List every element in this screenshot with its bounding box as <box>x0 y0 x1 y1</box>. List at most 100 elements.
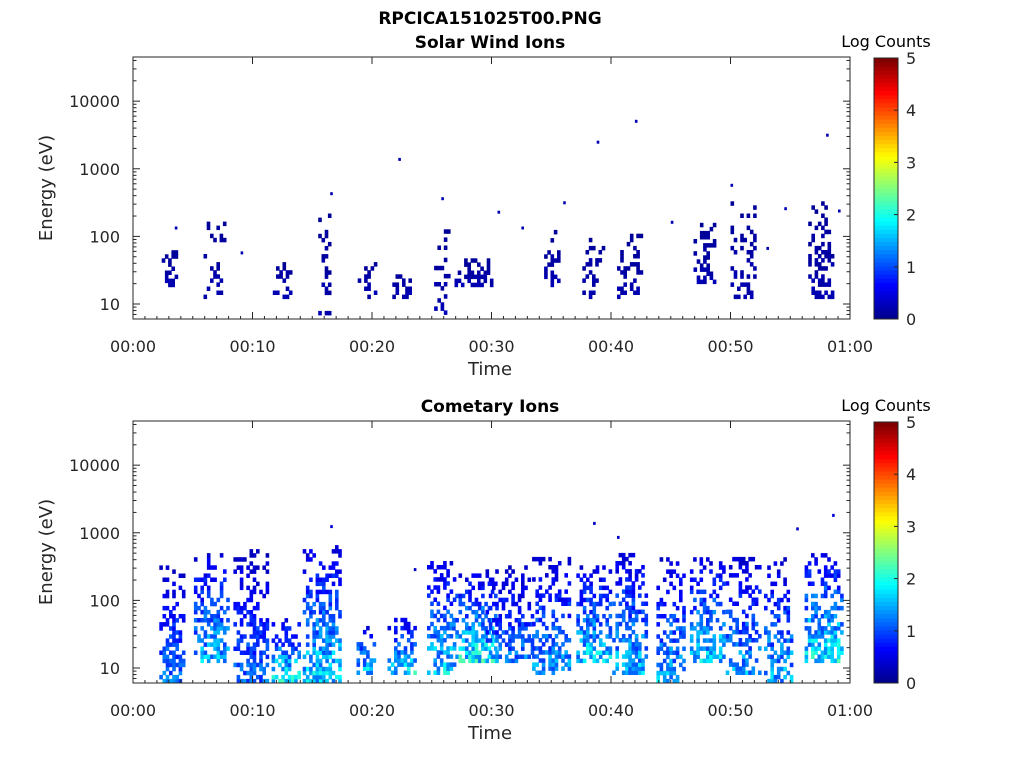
heatmap-cell <box>830 642 834 647</box>
heatmap-cell <box>689 585 694 591</box>
heatmap-cell <box>833 626 838 631</box>
heatmap-cell <box>471 573 475 578</box>
heatmap-cell <box>592 658 597 664</box>
heatmap-cell <box>305 650 310 655</box>
heatmap-cell <box>369 634 373 639</box>
heatmap-cell <box>618 577 623 582</box>
heatmap-cell <box>631 621 636 627</box>
heatmap-cell <box>236 646 241 651</box>
heatmap-cell <box>638 585 642 590</box>
heatmap-cell <box>265 622 270 627</box>
colorbar-swatch <box>874 426 898 431</box>
heatmap-cell <box>434 282 438 287</box>
heatmap-cell <box>294 674 298 680</box>
heatmap-cell <box>252 630 257 635</box>
heatmap-cell <box>430 609 434 615</box>
colorbar-swatch <box>874 233 898 238</box>
heatmap-cell <box>712 597 717 603</box>
heatmap-cell <box>249 654 254 660</box>
heatmap-cell <box>586 646 590 651</box>
heatmap-cell <box>618 613 623 619</box>
heatmap-cell <box>807 561 812 566</box>
heatmap-cell <box>325 666 329 672</box>
colorbar-swatch <box>874 642 898 647</box>
heatmap-cell <box>621 552 626 558</box>
heatmap-cell <box>786 646 791 651</box>
heatmap-cell <box>715 601 720 607</box>
heatmap-cell <box>175 601 179 607</box>
heatmap-cell <box>487 654 492 659</box>
colorbar-tick-label: 1 <box>906 622 916 641</box>
heatmap-cell <box>394 650 398 655</box>
heatmap-cell <box>256 581 260 587</box>
heatmap-cell <box>465 654 469 659</box>
heatmap-cell <box>287 666 292 672</box>
panel-cometary-ions: Cometary Ions 00:00 00:10 00:20 00:30 00:40 0… <box>36 396 931 744</box>
heatmap-cell <box>817 254 822 259</box>
heatmap-cell <box>302 670 307 676</box>
heatmap-cell <box>598 593 603 599</box>
heatmap-cell <box>532 577 536 582</box>
heatmap-cell <box>312 553 316 558</box>
heatmap-cell <box>492 618 496 623</box>
heatmap-cell <box>659 662 664 668</box>
heatmap-cell <box>328 565 333 570</box>
heatmap-cell <box>452 626 456 631</box>
heatmap-cell <box>807 634 812 639</box>
heatmap-cell <box>508 634 512 639</box>
colorbar-swatch <box>874 487 898 492</box>
heatmap-cell <box>252 654 257 660</box>
heatmap-cell <box>644 654 649 659</box>
heatmap-cell <box>582 581 587 586</box>
heatmap-cell <box>773 561 778 566</box>
colorbar-swatch <box>874 298 898 304</box>
heatmap-cell <box>473 258 478 263</box>
heatmap-cell <box>621 597 626 602</box>
heatmap-cell <box>458 646 463 651</box>
heatmap-cell <box>468 658 472 664</box>
heatmap-cell <box>718 646 723 651</box>
heatmap-cell <box>498 626 502 631</box>
heatmap-cell <box>592 614 597 619</box>
heatmap-cell <box>226 605 230 611</box>
heatmap-cell <box>219 233 224 239</box>
heatmap-cell <box>331 614 336 619</box>
heatmap-cell <box>504 658 509 664</box>
heatmap-cell <box>535 617 539 623</box>
heatmap-cell <box>807 638 812 643</box>
heatmap-cell <box>259 658 263 664</box>
heatmap-cell <box>406 670 411 675</box>
heatmap-cell <box>830 618 834 623</box>
heatmap-cell <box>331 658 336 664</box>
heatmap-cell <box>679 589 683 595</box>
heatmap-cell <box>325 658 329 664</box>
heatmap-cell <box>312 662 316 668</box>
heatmap-cell <box>524 622 528 627</box>
heatmap-cell <box>669 573 673 578</box>
heatmap-cell <box>474 634 479 639</box>
heatmap-cell <box>325 638 329 643</box>
heatmap-cell <box>473 274 478 280</box>
heatmap-cell <box>400 625 404 631</box>
heatmap-cell <box>470 274 475 280</box>
heatmap-cell <box>633 254 637 259</box>
heatmap-cell <box>740 245 744 251</box>
heatmap-cell <box>206 618 211 623</box>
heatmap-cell <box>656 678 660 684</box>
heatmap-cell <box>318 217 322 223</box>
heatmap-cell <box>181 618 186 623</box>
heatmap-cell <box>833 589 838 595</box>
heatmap-cell <box>162 654 167 660</box>
heatmap-cell <box>216 654 221 659</box>
heatmap-cell <box>477 270 481 275</box>
heatmap-cell <box>706 646 710 651</box>
heatmap-cell <box>256 638 260 643</box>
heatmap-cell <box>617 266 621 271</box>
heatmap-cell <box>662 674 667 680</box>
heatmap-cell <box>699 630 704 635</box>
heatmap-cell <box>216 290 220 295</box>
heatmap-cell <box>485 573 490 578</box>
heatmap-cell <box>325 622 329 627</box>
heatmap-cell <box>446 666 450 671</box>
heatmap-cell <box>621 634 626 639</box>
